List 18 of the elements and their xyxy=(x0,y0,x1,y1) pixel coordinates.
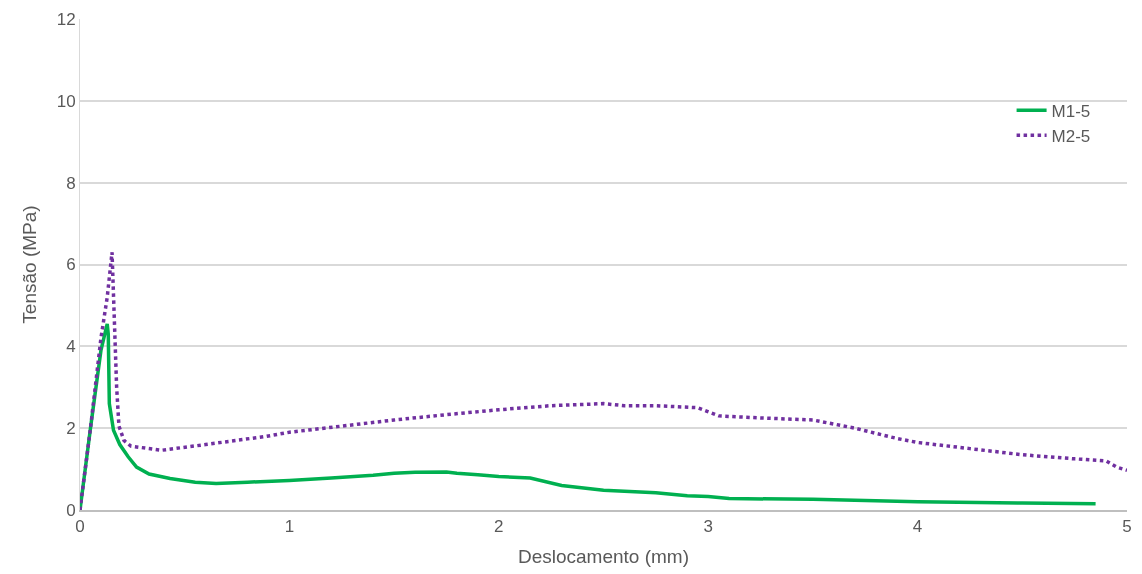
x-tick-label: 5 xyxy=(1122,517,1132,537)
y-tick-label: 6 xyxy=(66,255,76,275)
x-tick-label: 1 xyxy=(284,517,295,537)
y-tick-label: 10 xyxy=(56,91,76,111)
line-series xyxy=(80,322,1098,510)
x-tick-label: 4 xyxy=(912,517,923,537)
y-tick-label: 2 xyxy=(66,419,76,439)
line-series xyxy=(80,250,1127,510)
legend-label: M2-5 xyxy=(1051,126,1091,146)
x-tick-label: 2 xyxy=(494,517,504,537)
y-tick-label: 0 xyxy=(66,500,76,520)
x-tick-label: 3 xyxy=(703,517,713,537)
y-axis-title: Tensão (MPa) xyxy=(18,205,40,324)
y-tick-label: 8 xyxy=(66,173,76,193)
y-tick-label: 4 xyxy=(66,337,76,357)
legend-label: M1-5 xyxy=(1051,101,1091,121)
x-axis-title: Deslocamento (mm) xyxy=(517,546,690,568)
y-tick-label: 12 xyxy=(56,9,76,29)
